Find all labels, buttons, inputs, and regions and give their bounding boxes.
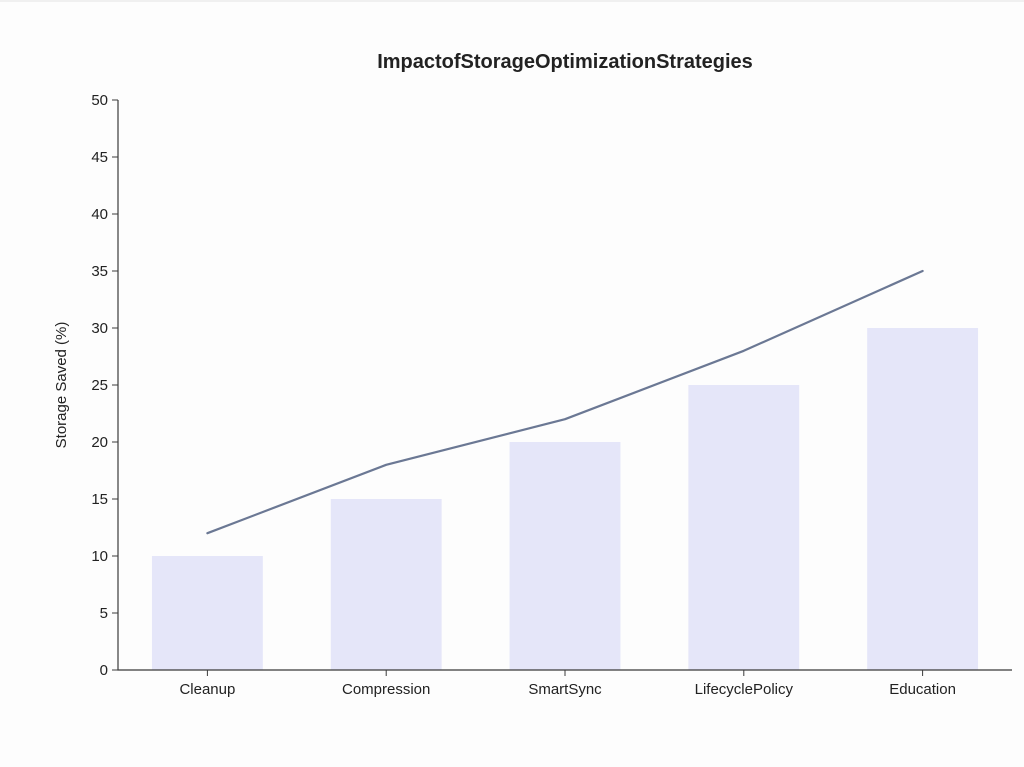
y-tick-label: 35	[91, 263, 108, 280]
y-tick-label: 10	[91, 548, 108, 565]
chart-container: ImpactofStorageOptimizationStrategies 0 5 1…	[0, 10, 1024, 767]
x-tick-label: Cleanup	[179, 681, 235, 698]
y-tick-label: 50	[91, 92, 108, 109]
bar	[867, 328, 978, 670]
x-tick-label: SmartSync	[528, 681, 602, 698]
page: ImpactofStorageOptimizationStrategies 0 5 1…	[0, 0, 1024, 767]
x-tick-label: Education	[889, 681, 956, 698]
chart-svg: ImpactofStorageOptimizationStrategies 0 5 1…	[0, 10, 1024, 765]
y-tick-label: 45	[91, 149, 108, 166]
chart-title: ImpactofStorageOptimizationStrategies	[377, 51, 753, 73]
y-tick-label: 30	[91, 320, 108, 337]
y-tick-label: 0	[100, 662, 108, 679]
y-tick-label: 15	[91, 491, 108, 508]
x-tick-label: LifecyclePolicy	[695, 681, 794, 698]
y-tick-label: 40	[91, 206, 108, 223]
y-tick-label: 5	[100, 605, 108, 622]
y-tick-label: 20	[91, 434, 108, 451]
bar	[331, 499, 442, 670]
bar	[152, 556, 263, 670]
bar	[688, 385, 799, 670]
x-tick-label: Compression	[342, 681, 430, 698]
y-tick-label: 25	[91, 377, 108, 394]
y-axis-label: Storage Saved (%)	[53, 322, 70, 449]
bar	[510, 442, 621, 670]
